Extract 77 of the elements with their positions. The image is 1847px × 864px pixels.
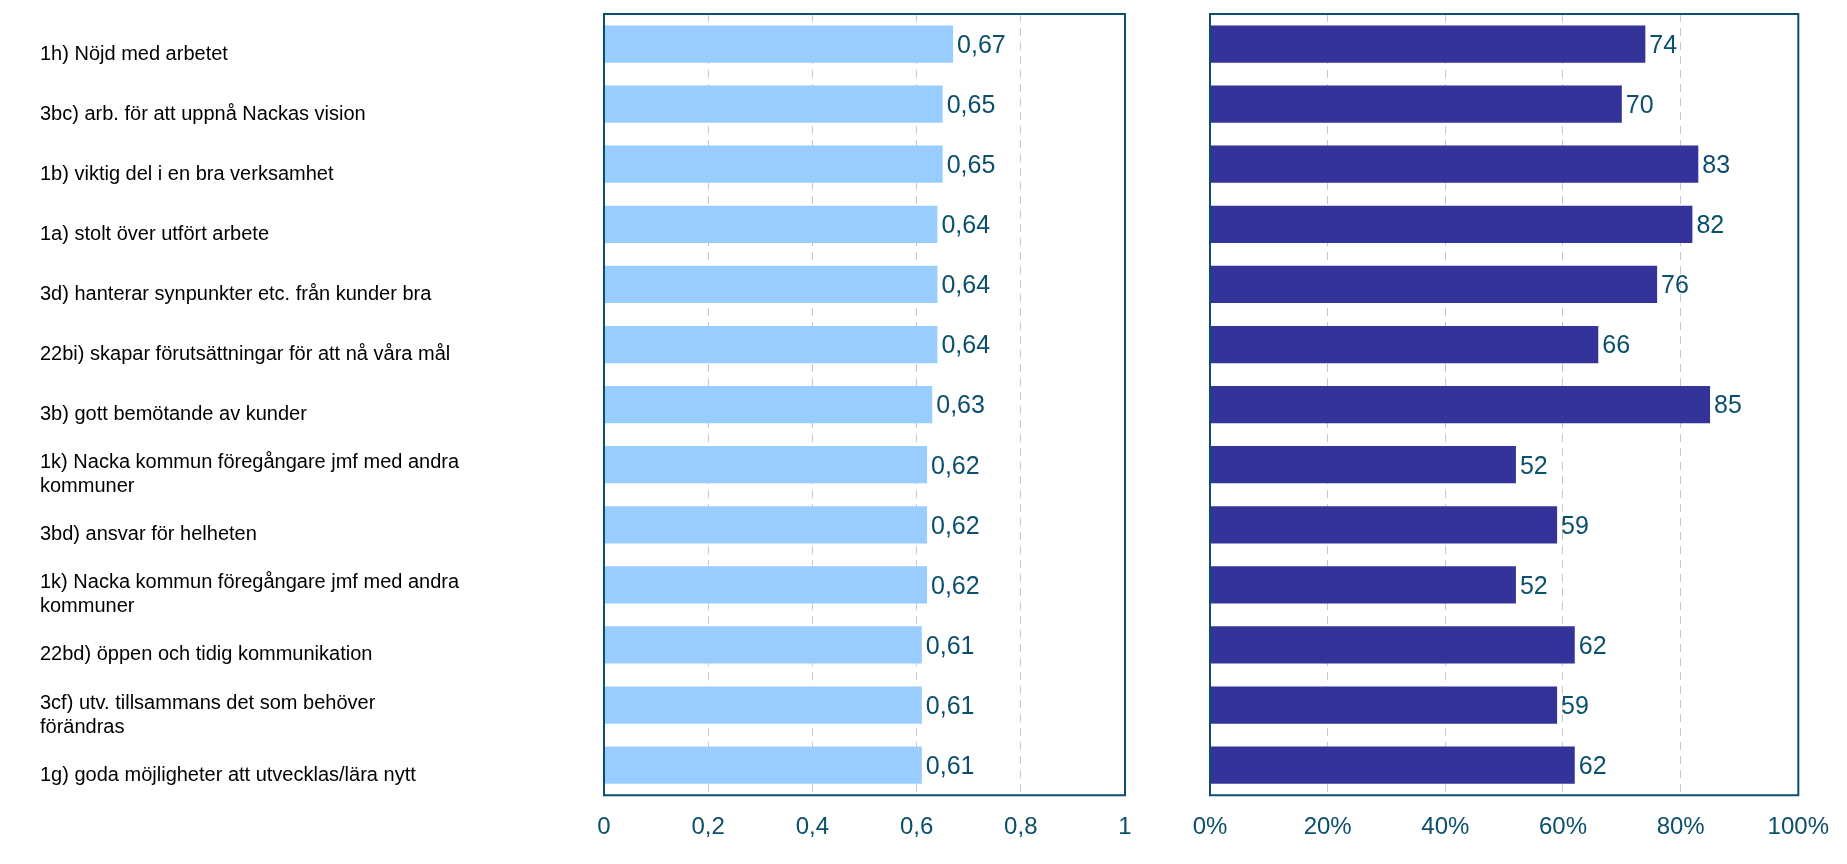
data-label: 52 [1519, 570, 1548, 599]
data-label: 59 [1561, 690, 1589, 719]
bar [604, 446, 928, 484]
y-tick-label: 1a) stolt över utfört arbete [40, 221, 270, 244]
x-tick-label: 60% [1538, 812, 1588, 840]
bar [1210, 25, 1646, 63]
bar [604, 265, 938, 304]
data-label: 0,64 [941, 270, 991, 299]
bar [1210, 746, 1575, 784]
y-tick-label: 3bc) arb. för att uppnå Nackas vision [40, 101, 366, 124]
data-label: 52 [1519, 450, 1548, 479]
y-tick-label: 22bd) öppen och tidig kommunikation [40, 642, 373, 665]
x-tick-label: 0,6 [899, 812, 934, 840]
data-label: 82 [1696, 210, 1725, 239]
bar [604, 385, 933, 424]
data-label: 83 [1702, 150, 1731, 179]
x-tick-label: 40% [1421, 812, 1470, 840]
data-label: 59 [1561, 510, 1589, 539]
data-label: 0,62 [931, 570, 980, 599]
data-label: 0,63 [936, 390, 985, 419]
x-tick-label: 0,8 [1004, 812, 1038, 840]
data-label: 66 [1602, 330, 1631, 359]
bar [604, 686, 922, 724]
y-tick-label: 1k) Nacka kommun föregångare jmf med andra kommuner [40, 570, 460, 617]
data-label: 85 [1714, 390, 1742, 419]
y-tick-label: 1k) Nacka kommun föregångare jmf med andra kommuner [40, 450, 460, 497]
data-label: 0,64 [941, 330, 991, 359]
y-tick-label: 3b) gott bemötande av kunder [40, 402, 308, 425]
data-label: 0,62 [931, 450, 980, 479]
bar [1210, 446, 1516, 484]
data-label: 0,61 [925, 751, 975, 780]
x-tick-label: 0% [1192, 812, 1228, 840]
y-tick-label: 1h) Nöjd med arbetet [40, 41, 229, 64]
bar [604, 85, 943, 123]
bar [1210, 626, 1575, 664]
y-tick-label: 1b) viktig del i en bra verksamhet [40, 161, 334, 184]
data-label: 0,62 [931, 510, 980, 539]
bar [604, 145, 943, 183]
data-label: 62 [1578, 630, 1607, 659]
x-tick-label: 0 [597, 812, 611, 840]
bar [1210, 686, 1558, 724]
data-label: 0,64 [941, 210, 991, 239]
data-label: 0,61 [925, 630, 975, 659]
bar [604, 566, 928, 604]
bar [604, 506, 928, 544]
y-tick-label: 3cf) utv. tillsammans det som behöver förändras [40, 690, 376, 737]
bar [1210, 265, 1658, 304]
bar [1210, 325, 1599, 364]
bar [604, 325, 938, 364]
x-tick-label: 80% [1656, 812, 1705, 840]
data-label: 76 [1661, 270, 1689, 299]
bar [1210, 385, 1711, 424]
data-label: 0,61 [925, 690, 975, 719]
data-label: 0,67 [957, 29, 1006, 58]
bar [604, 626, 922, 664]
y-tick-label: 22bi) skapar förutsättningar för att nå våra mål [40, 342, 451, 365]
data-label: 0,65 [946, 150, 996, 179]
y-tick-label: 1g) goda möjligheter att utvecklas/lära nytt [40, 762, 417, 785]
y-tick-label: 3bd) ansvar för helheten [40, 522, 257, 545]
data-label: 0,65 [946, 90, 996, 119]
bar [1210, 506, 1558, 544]
y-tick-label: 3d) hanterar synpunkter etc. från kunder bra [40, 281, 433, 304]
x-tick-label: 20% [1303, 812, 1352, 840]
data-label: 70 [1625, 90, 1654, 119]
data-label: 74 [1649, 29, 1678, 58]
x-tick-label: 100% [1767, 812, 1829, 840]
bar [1210, 566, 1516, 604]
x-tick-label: 1 [1118, 812, 1132, 840]
data-label: 62 [1578, 751, 1607, 780]
bar [604, 746, 922, 784]
bar [604, 25, 954, 63]
x-tick-label: 0,2 [691, 812, 725, 840]
bar [1210, 85, 1622, 123]
bar [604, 205, 938, 243]
bar [1210, 205, 1693, 243]
x-tick-label: 0,4 [795, 812, 830, 840]
bar [1210, 145, 1699, 183]
